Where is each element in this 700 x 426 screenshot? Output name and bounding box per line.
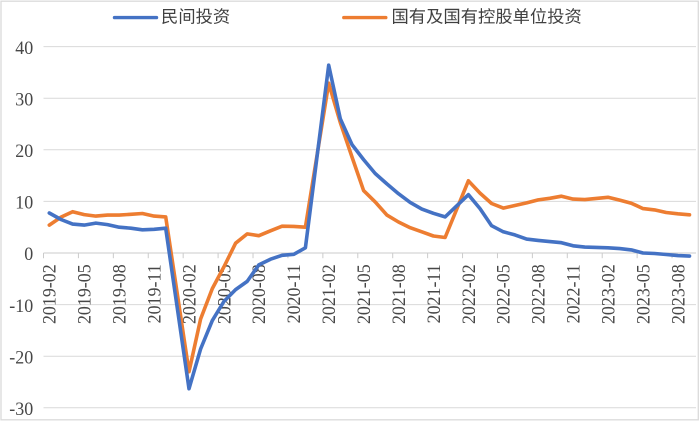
svg-text:2021-11: 2021-11 bbox=[423, 264, 445, 323]
svg-text:2019-02: 2019-02 bbox=[39, 264, 61, 324]
svg-text:2022-02: 2022-02 bbox=[458, 264, 480, 324]
svg-text:-10: -10 bbox=[9, 295, 33, 317]
svg-text:2023-02: 2023-02 bbox=[598, 264, 620, 324]
svg-text:2019-05: 2019-05 bbox=[74, 264, 96, 324]
svg-text:20: 20 bbox=[15, 140, 33, 162]
svg-text:40: 40 bbox=[15, 37, 33, 59]
svg-text:2019-08: 2019-08 bbox=[109, 264, 131, 324]
svg-text:2022-11: 2022-11 bbox=[563, 264, 585, 323]
svg-text:2020-11: 2020-11 bbox=[284, 264, 306, 323]
svg-text:2020-08: 2020-08 bbox=[249, 264, 271, 324]
svg-text:10: 10 bbox=[15, 192, 33, 214]
svg-text:30: 30 bbox=[15, 89, 33, 111]
svg-text:2021-05: 2021-05 bbox=[353, 264, 375, 324]
svg-text:2020-02: 2020-02 bbox=[179, 264, 201, 324]
svg-text:2022-08: 2022-08 bbox=[528, 264, 550, 324]
svg-text:2021-02: 2021-02 bbox=[318, 264, 340, 324]
svg-text:-30: -30 bbox=[9, 398, 33, 420]
svg-text:0: 0 bbox=[24, 244, 33, 266]
svg-text:2023-05: 2023-05 bbox=[633, 264, 655, 324]
svg-text:-20: -20 bbox=[9, 347, 33, 369]
svg-text:2019-11: 2019-11 bbox=[144, 264, 166, 323]
svg-text:2022-05: 2022-05 bbox=[493, 264, 515, 324]
svg-text:2023-08: 2023-08 bbox=[668, 264, 690, 324]
svg-text:2021-08: 2021-08 bbox=[388, 264, 410, 324]
